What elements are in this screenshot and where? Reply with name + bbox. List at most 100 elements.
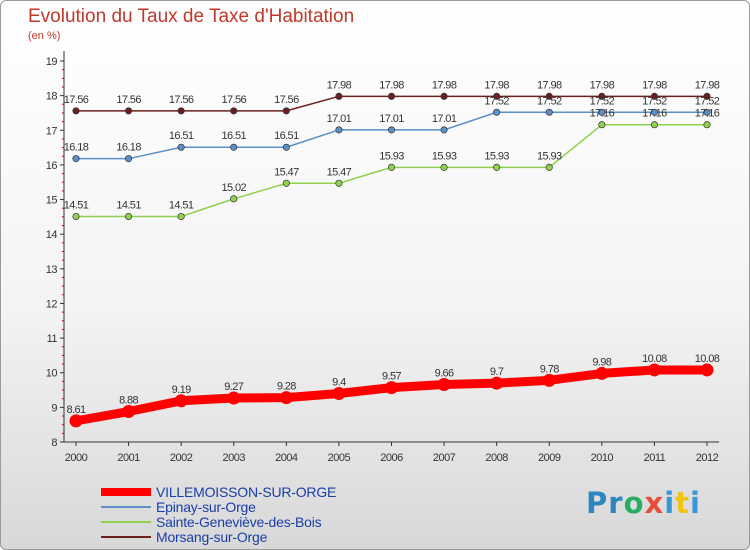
- data-point: [542, 373, 556, 387]
- data-label: 17.16: [642, 108, 667, 120]
- data-point: [335, 92, 343, 100]
- data-point: [385, 381, 398, 395]
- data-point: [335, 179, 343, 187]
- data-label: 17.52: [537, 95, 562, 107]
- y-tick-label: 8: [51, 437, 57, 449]
- x-tick-label: 2006: [380, 452, 403, 464]
- data-point: [545, 92, 553, 100]
- y-tick-label: 9: [51, 402, 57, 414]
- data-point: [69, 414, 83, 428]
- data-label: 17.16: [695, 108, 720, 120]
- data-point: [703, 92, 711, 100]
- data-label: 17.52: [642, 95, 667, 107]
- data-point: [440, 163, 448, 171]
- data-label: 17.56: [274, 94, 299, 106]
- logo-part: i: [664, 486, 676, 520]
- data-label: 17.52: [695, 95, 720, 107]
- data-label: 15.93: [537, 150, 562, 162]
- data-label: 15.93: [484, 150, 509, 162]
- data-label: 15.93: [432, 150, 457, 162]
- x-tick-label: 2000: [65, 452, 88, 464]
- legend-item: Sainte-Geneviève-des-Bois: [101, 515, 421, 530]
- x-tick-label: 2012: [696, 452, 719, 464]
- data-point: [440, 92, 448, 100]
- logo-part: Pr: [586, 486, 624, 520]
- data-point: [122, 405, 136, 419]
- data-point: [125, 155, 133, 163]
- data-point: [437, 378, 451, 392]
- data-point: [545, 108, 553, 116]
- data-point: [72, 212, 80, 221]
- legend-item: Epinay-sur-Orge: [101, 500, 421, 515]
- data-point: [282, 179, 290, 187]
- data-point: [440, 126, 448, 134]
- data-label: 17.98: [695, 79, 720, 91]
- x-tick-label: 2004: [275, 452, 298, 464]
- data-point: [332, 387, 346, 401]
- data-point: [598, 108, 606, 116]
- data-point: [125, 107, 133, 115]
- data-label: 14.51: [169, 200, 194, 212]
- data-label: 14.51: [64, 200, 89, 212]
- data-label: 8.88: [119, 395, 138, 407]
- data-label: 9.7: [490, 366, 504, 378]
- data-point: [387, 92, 396, 100]
- data-point: [177, 107, 185, 115]
- x-tick-label: 2011: [644, 452, 666, 464]
- data-label: 9.98: [592, 356, 611, 368]
- data-point: [174, 394, 188, 408]
- data-label: 9.27: [224, 381, 243, 393]
- data-point: [493, 92, 501, 100]
- data-point: [703, 121, 711, 129]
- data-point: [650, 121, 658, 129]
- logo-part: x: [644, 486, 665, 520]
- y-tick-label: 17: [46, 125, 58, 137]
- data-label: 17.01: [327, 113, 352, 125]
- data-label: 10.08: [695, 353, 720, 365]
- y-tick-label: 10: [46, 368, 58, 380]
- legend-swatch: [101, 488, 151, 496]
- data-label: 17.56: [64, 94, 89, 106]
- data-point: [493, 163, 501, 171]
- data-label: 15.47: [327, 166, 352, 178]
- data-label: 17.56: [116, 94, 141, 106]
- x-tick-label: 2009: [538, 452, 561, 464]
- data-point: [279, 391, 293, 405]
- data-point: [493, 108, 501, 116]
- data-label: 9.57: [382, 371, 401, 383]
- data-label: 17.98: [537, 79, 562, 91]
- data-point: [230, 107, 238, 115]
- x-tick-label: 2003: [223, 452, 246, 464]
- legend-label: Morsang-sur-Orge: [156, 529, 268, 545]
- chart-title: Evolution du Taux de Taxe d'Habitation: [28, 6, 355, 27]
- data-label: 9.66: [435, 368, 454, 380]
- data-label: 17.98: [432, 79, 457, 91]
- logo-part: t: [675, 486, 691, 520]
- logo-part: i: [690, 486, 701, 520]
- data-point: [703, 108, 711, 116]
- data-point: [282, 143, 290, 151]
- data-label: 14.51: [116, 200, 141, 212]
- data-label: 15.47: [274, 166, 299, 178]
- x-tick-label: 2005: [328, 452, 351, 464]
- data-point: [598, 92, 606, 100]
- legend-label: VILLEMOISSON-SUR-ORGE: [156, 484, 337, 500]
- data-point: [650, 92, 658, 100]
- data-label: 9.4: [332, 377, 346, 389]
- legend: VILLEMOISSON-SUR-ORGE Epinay-sur-Orge Sain…: [101, 485, 421, 545]
- data-point: [177, 212, 185, 221]
- data-label: 17.16: [590, 108, 615, 120]
- data-label: 16.51: [221, 130, 246, 142]
- chart-unit: (en %): [28, 30, 61, 42]
- x-tick-label: 2010: [591, 452, 614, 464]
- data-point: [72, 155, 80, 163]
- data-label: 9.28: [277, 381, 296, 393]
- data-label: 9.78: [540, 363, 559, 375]
- data-label: 17.98: [590, 79, 615, 91]
- data-point: [598, 121, 606, 129]
- y-tick-label: 11: [47, 333, 58, 345]
- x-tick-label: 2002: [170, 452, 193, 464]
- y-tick-label: 15: [46, 195, 58, 207]
